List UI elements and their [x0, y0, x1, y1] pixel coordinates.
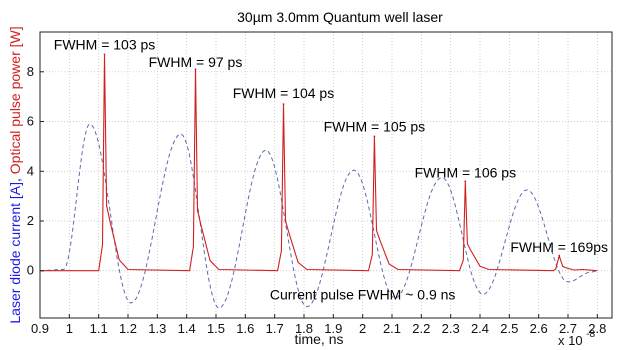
x-axis-label: time, ns	[294, 331, 343, 347]
x-tick-label: 2.8	[588, 321, 606, 336]
x-tick-label: 1.5	[207, 321, 225, 336]
grid	[39, 32, 612, 318]
x-tick-label: 1	[66, 321, 73, 336]
chart-title: 30µm 3.0mm Quantum well laser	[237, 9, 443, 25]
y-tick-label: 8	[27, 64, 34, 79]
x-tick-label: 1.9	[324, 321, 342, 336]
x-tick-label: 2.4	[471, 321, 489, 336]
annotation-label: Current pulse FWHM ~ 0.9 ns	[270, 286, 456, 302]
x-tick-label: 1.8	[295, 321, 313, 336]
y-tick-label: 6	[27, 114, 34, 129]
optical-pulse-peak	[373, 135, 376, 138]
series-layer	[40, 53, 598, 309]
x-tick-label: 2.7	[559, 321, 577, 336]
annotation-label: FWHM = 103 ps	[54, 36, 156, 52]
annotation-label: FWHM = 106 ps	[415, 164, 517, 180]
optical-pulse-peak	[194, 68, 197, 71]
x-tick-label: 1.1	[90, 321, 108, 336]
x-tick-label: 2.2	[412, 321, 430, 336]
optical-pulse-peak	[103, 53, 106, 56]
x-tick-label: 1.7	[266, 321, 284, 336]
x-tick-label: 2.1	[383, 321, 401, 336]
optical-pulse-peak	[282, 103, 285, 106]
y-axis-label-power: Optical pulse power [W]	[7, 26, 23, 174]
x-tick-label: 2	[359, 321, 366, 336]
y-tick-label: 0	[27, 263, 34, 278]
annotation-label: FWHM = 97 ps	[149, 54, 243, 70]
y-tick-label: 4	[27, 163, 34, 178]
x-multiplier-exponent: -8	[586, 329, 595, 340]
axes	[39, 31, 613, 319]
y-axis-label-current: Laser diode current [A],	[7, 174, 23, 323]
x-tick-label: 2.5	[500, 321, 518, 336]
optical-power-series-line	[40, 54, 598, 272]
x-tick-label: 1.2	[119, 321, 137, 336]
x-tick-label: 2.3	[442, 321, 460, 336]
tick-labels: 0.9 1 1.1 1.2 1.3 1.4 1.5 1.6 1.7 1.8 1.9 2 2.1 2.2 2.…	[27, 64, 607, 336]
x-multiplier-base: x 10	[558, 333, 583, 348]
x-multiplier: x 10 -8	[558, 329, 596, 348]
annotation-label: FWHM = 105 ps	[324, 118, 426, 134]
x-tick-label: 1.3	[148, 321, 166, 336]
current-series-line	[40, 123, 598, 309]
x-tick-label: 1.4	[178, 321, 196, 336]
annotations: FWHM = 103 ps FWHM = 97 ps FWHM = 104 ps FW…	[54, 36, 608, 302]
y-axis-label: Laser diode current [A], Optical pulse p…	[7, 26, 23, 323]
x-tick-label: 2.6	[530, 321, 548, 336]
optical-pulse-peak	[464, 180, 467, 183]
plot-frame	[39, 31, 613, 319]
x-tick-label: 0.9	[31, 321, 49, 336]
x-tick-label: 1.6	[236, 321, 254, 336]
optical-pulse-peak	[558, 254, 561, 257]
y-tick-label: 2	[27, 213, 34, 228]
annotation-label: FWHM = 104 ps	[233, 85, 335, 101]
annotation-label: FWHM = 169ps	[510, 239, 608, 255]
